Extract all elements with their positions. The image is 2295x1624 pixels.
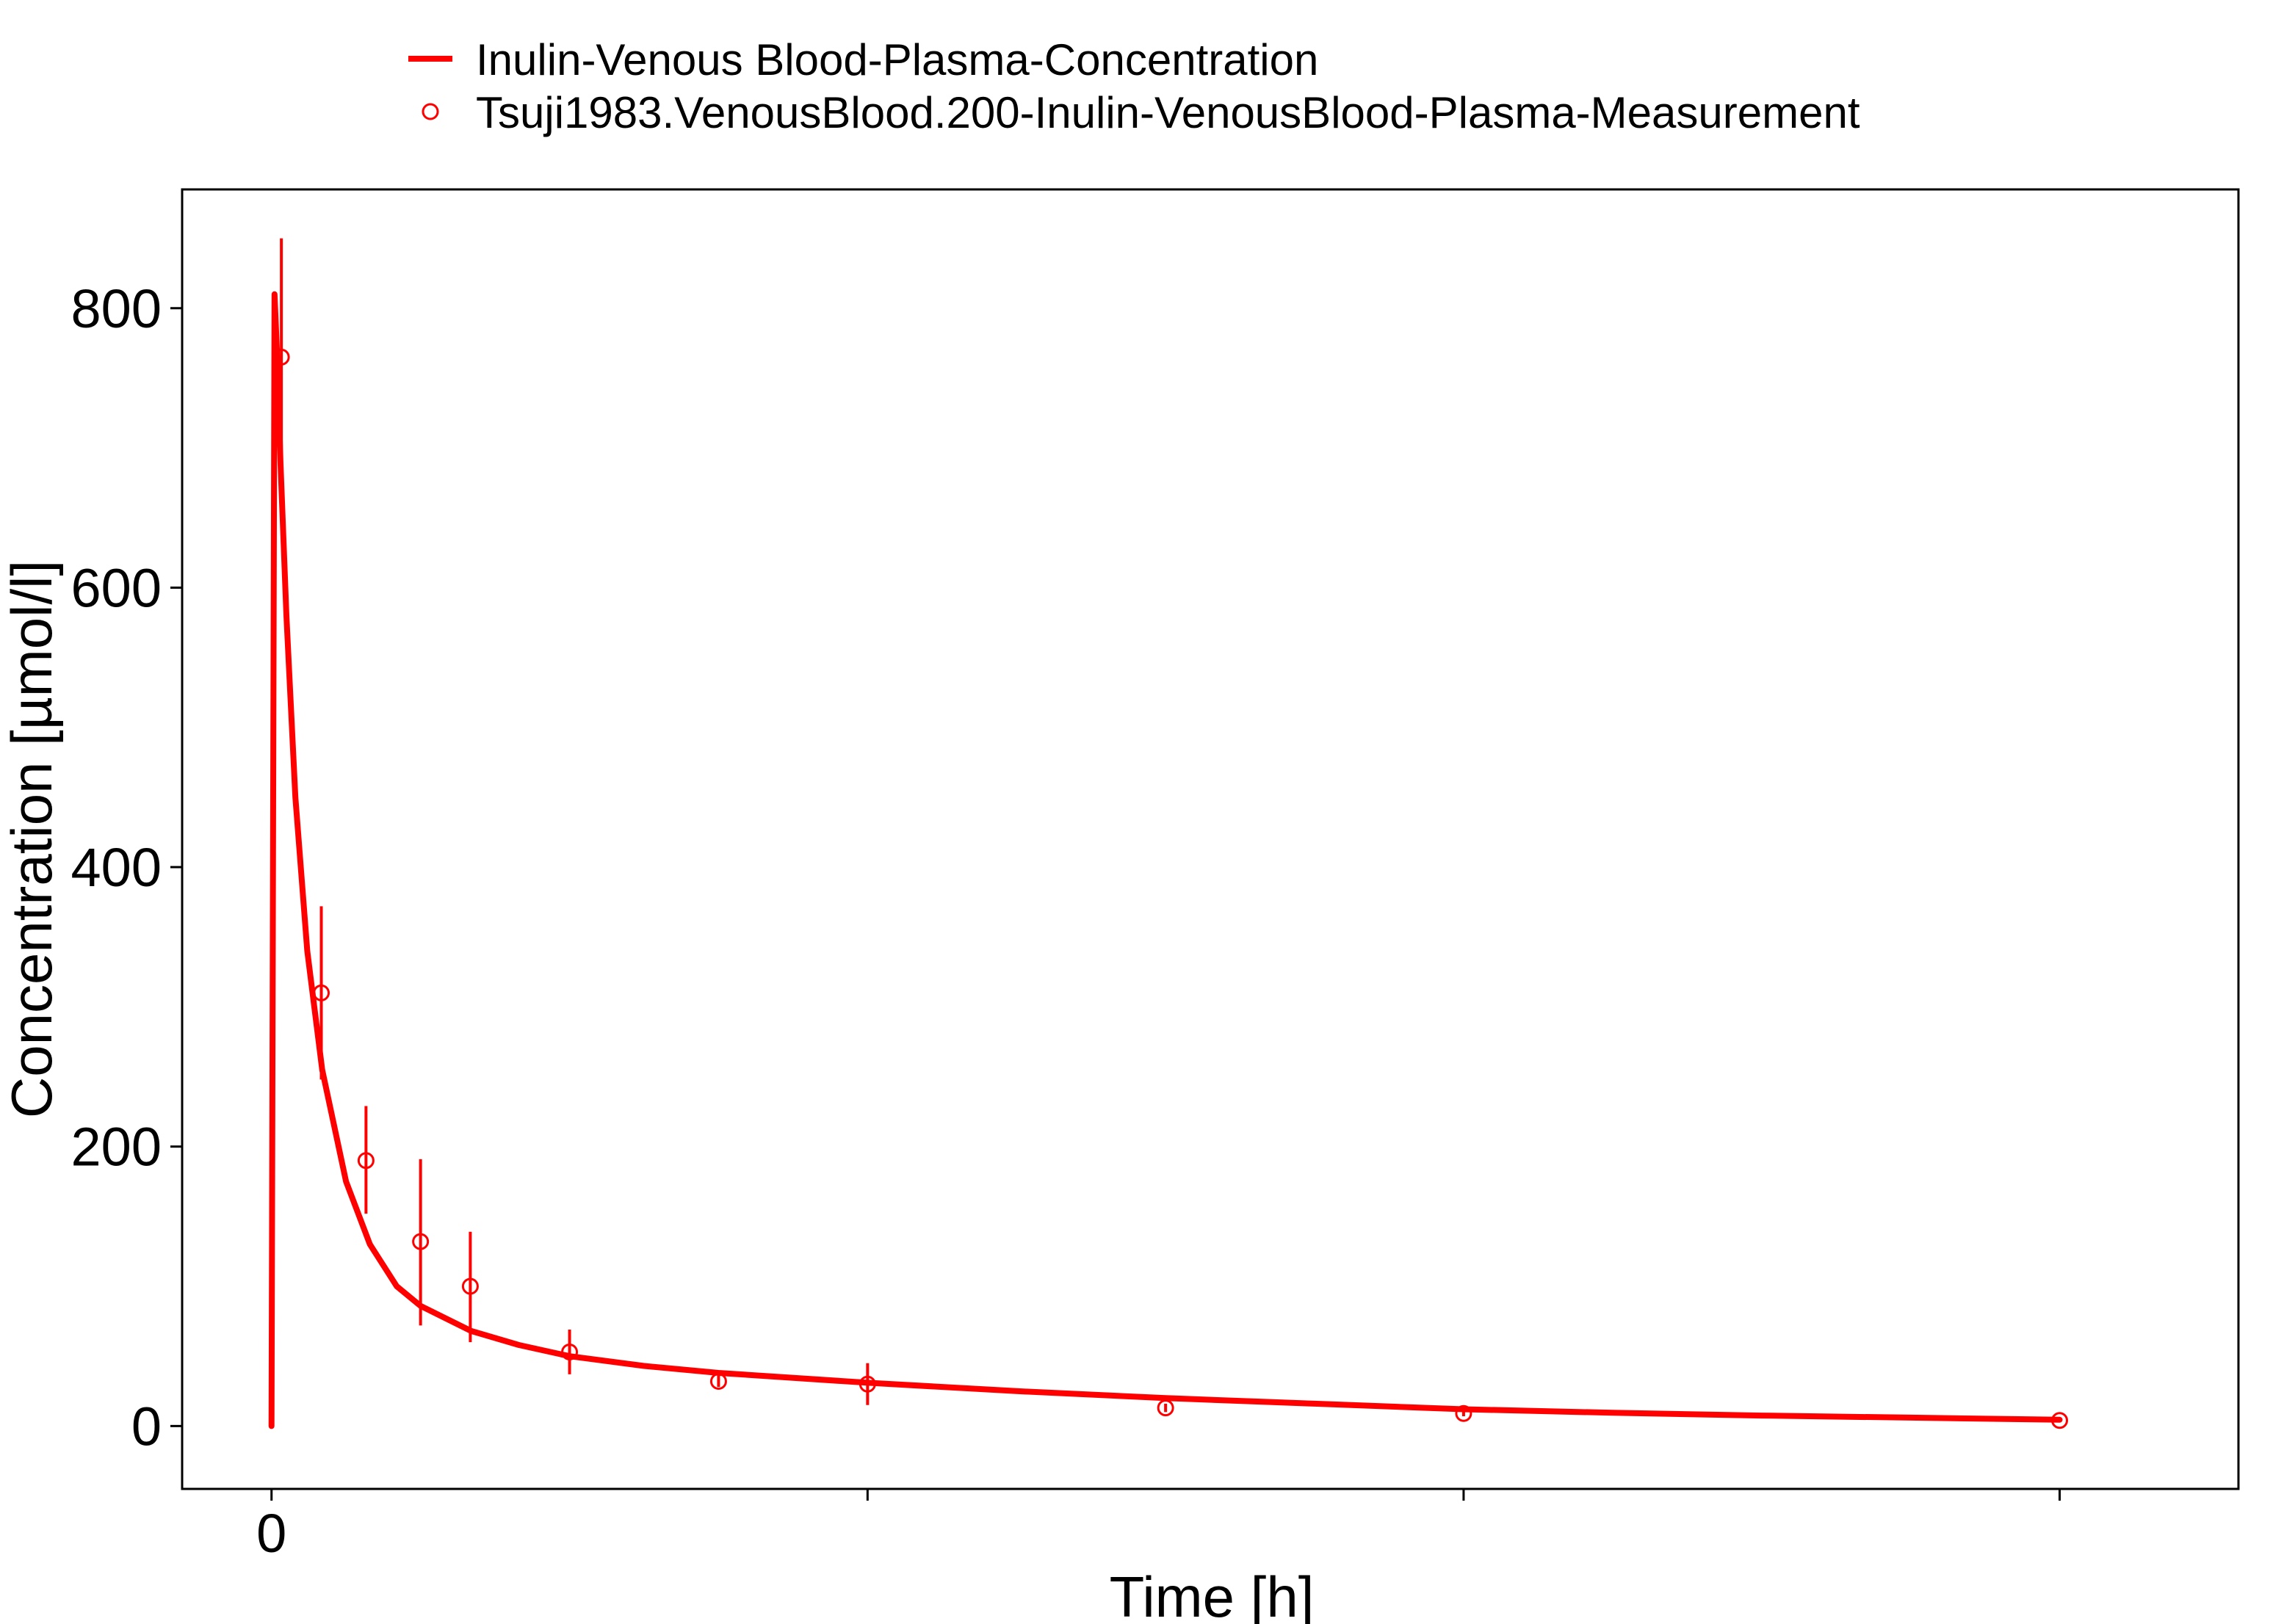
legend: Inulin-Venous Blood-Plasma-Concentration… — [408, 35, 1860, 137]
data-point-measured — [1157, 1399, 1174, 1417]
x-axis-title: Time [h] — [1110, 1565, 1315, 1624]
legend-label-line: Inulin-Venous Blood-Plasma-Concentration — [476, 35, 1318, 84]
data-point-measured — [412, 1233, 430, 1250]
data-point-measured — [709, 1372, 727, 1390]
x-tick-label: 0 — [256, 1503, 286, 1564]
y-tick-label: 400 — [71, 837, 162, 898]
data-point-measured — [859, 1375, 876, 1393]
y-axis-title: Concentration [µmol/l] — [0, 560, 64, 1118]
data-point-measured — [1455, 1404, 1472, 1422]
data-point-measured — [461, 1277, 479, 1295]
plot-layer — [268, 238, 2069, 1429]
legend-marker-swatch — [422, 103, 439, 120]
y-tick-label: 200 — [71, 1117, 162, 1178]
y-tick-label: 0 — [131, 1396, 162, 1457]
data-point-measured — [2051, 1412, 2069, 1429]
data-point-measured — [313, 984, 330, 1001]
data-point-measured — [357, 1152, 375, 1170]
y-tick-label: 800 — [71, 278, 162, 339]
data-point-measured — [272, 348, 290, 366]
data-point-measured — [561, 1343, 579, 1360]
axis-layer: 0 200 400 600 800 0 — [71, 278, 2061, 1564]
legend-label-points: Tsuji1983.VenousBlood.200-Inulin-VenousB… — [476, 88, 1860, 137]
y-tick-label: 600 — [71, 557, 162, 618]
plot-frame — [181, 188, 2240, 1490]
series-line-simulated — [268, 291, 2063, 1429]
